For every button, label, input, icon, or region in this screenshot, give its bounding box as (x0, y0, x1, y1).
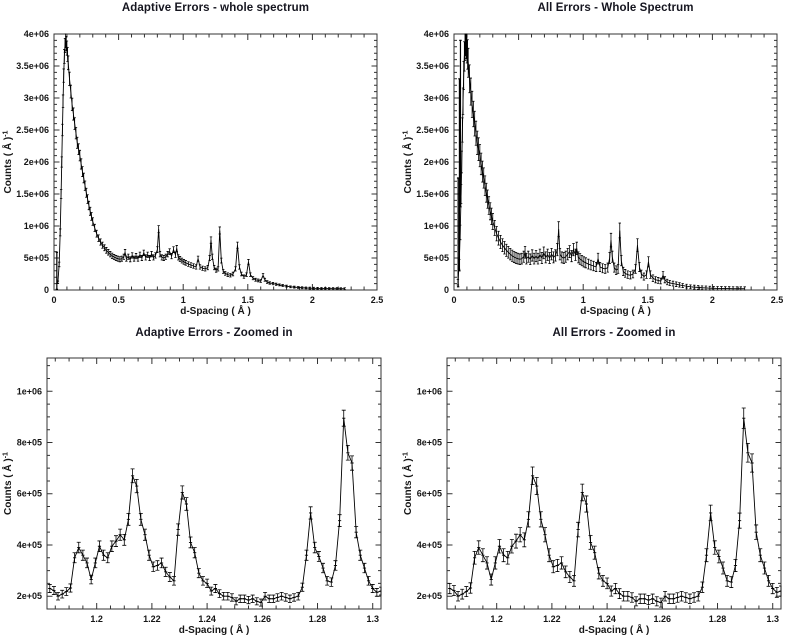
svg-text:1.5: 1.5 (642, 295, 655, 305)
svg-text:2.5e+06: 2.5e+06 (416, 125, 449, 135)
chart-canvas-all-whole: 0 0.5 1 1.5 2 2.5 0 5e+05 1e+06 1.5e+06 2e+06 2.5e+… (401, 29, 784, 317)
svg-text:d-Spacing ( Å ): d-Spacing ( Å ) (580, 304, 651, 317)
svg-text:1e+06: 1e+06 (424, 221, 449, 231)
svg-text:3.5e+06: 3.5e+06 (16, 61, 49, 71)
svg-text:1.28: 1.28 (709, 614, 727, 624)
svg-text:0.5: 0.5 (512, 295, 525, 305)
svg-text:2.5: 2.5 (371, 295, 384, 305)
panel-adaptive-zoomed: Adaptive Errors - Zoomed in 1.2 1.22 1.24 1… (0, 321, 400, 643)
panel-adaptive-whole-spectrum: Adaptive Errors - whole spectrum 0 0.5 1 1.… (0, 0, 400, 321)
svg-text:5e+05: 5e+05 (24, 253, 49, 263)
svg-text:1.2: 1.2 (490, 614, 503, 624)
svg-text:1e+06: 1e+06 (417, 386, 442, 396)
svg-text:Counts ( Å )-1: Counts ( Å )-1 (401, 130, 414, 193)
svg-text:1.3: 1.3 (366, 614, 379, 624)
svg-text:1.22: 1.22 (143, 614, 161, 624)
svg-text:8e+05: 8e+05 (17, 438, 42, 448)
svg-text:0: 0 (44, 285, 49, 295)
svg-text:4e+05: 4e+05 (17, 540, 42, 550)
svg-text:8e+05: 8e+05 (417, 438, 442, 448)
svg-text:1.24: 1.24 (598, 614, 616, 624)
svg-text:2.5e+06: 2.5e+06 (16, 125, 49, 135)
svg-text:d-Spacing ( Å ): d-Spacing ( Å ) (579, 623, 650, 636)
svg-text:1.26: 1.26 (654, 614, 672, 624)
svg-text:1.5: 1.5 (242, 295, 255, 305)
panel-all-whole-spectrum: All Errors - Whole Spectrum 0 0.5 1 1.5 2 2.5… (400, 0, 800, 321)
chart-canvas-all-zoomed: 1.2 1.22 1.24 1.26 1.28 1.3 2e+05 4e+05 6e+05 8e+… (401, 357, 782, 636)
chart-title-adaptive-whole: Adaptive Errors - whole spectrum (121, 2, 310, 14)
svg-text:1e+06: 1e+06 (17, 386, 42, 396)
svg-text:5e+05: 5e+05 (424, 253, 449, 263)
svg-text:1.2: 1.2 (90, 614, 103, 624)
svg-text:2e+05: 2e+05 (17, 591, 42, 601)
chart-title-adaptive-zoomed: Adaptive Errors - Zoomed in (135, 327, 293, 339)
svg-text:0: 0 (444, 285, 449, 295)
svg-text:0: 0 (451, 295, 456, 305)
chart-canvas-adaptive-whole: 0 0.5 1 1.5 2 2.5 0 5e+05 1e+06 1.5e+06 2e+06 2.5e+… (1, 29, 384, 317)
svg-text:1.28: 1.28 (309, 614, 327, 624)
svg-text:4e+06: 4e+06 (424, 29, 449, 39)
svg-text:6e+05: 6e+05 (17, 489, 42, 499)
svg-text:2.5: 2.5 (771, 295, 784, 305)
svg-text:1.5e+06: 1.5e+06 (16, 189, 49, 199)
svg-text:3e+06: 3e+06 (24, 93, 49, 103)
svg-text:2e+06: 2e+06 (424, 157, 449, 167)
svg-text:2: 2 (710, 295, 715, 305)
svg-text:2: 2 (310, 295, 315, 305)
svg-text:d-Spacing ( Å ): d-Spacing ( Å ) (180, 304, 251, 317)
chart-title-all-whole: All Errors - Whole Spectrum (537, 2, 694, 14)
svg-text:1.22: 1.22 (543, 614, 561, 624)
svg-text:6e+05: 6e+05 (417, 489, 442, 499)
svg-text:Counts ( Å )-1: Counts ( Å )-1 (1, 130, 14, 193)
svg-text:1.24: 1.24 (198, 614, 216, 624)
svg-text:1.3: 1.3 (766, 614, 779, 624)
svg-text:0.5: 0.5 (112, 295, 125, 305)
panel-all-zoomed: All Errors - Zoomed in 1.2 1.22 1.24 1.26 1.… (400, 321, 800, 643)
svg-text:1.26: 1.26 (254, 614, 272, 624)
svg-text:4e+06: 4e+06 (24, 29, 49, 39)
svg-text:4e+05: 4e+05 (417, 540, 442, 550)
svg-text:d-Spacing ( Å ): d-Spacing ( Å ) (179, 623, 250, 636)
svg-text:3.5e+06: 3.5e+06 (416, 61, 449, 71)
svg-text:1: 1 (181, 295, 186, 305)
chart-canvas-adaptive-zoomed: 1.2 1.22 1.24 1.26 1.28 1.3 2e+05 4e+05 6e+05 8e+… (1, 357, 382, 636)
svg-text:1: 1 (581, 295, 586, 305)
svg-text:2e+06: 2e+06 (24, 157, 49, 167)
svg-text:Counts ( Å )-1: Counts ( Å )-1 (401, 452, 414, 515)
svg-text:1e+06: 1e+06 (24, 221, 49, 231)
chart-title-all-zoomed: All Errors - Zoomed in (552, 327, 676, 339)
svg-text:3e+06: 3e+06 (424, 93, 449, 103)
svg-text:1.5e+06: 1.5e+06 (416, 189, 449, 199)
svg-text:Counts ( Å )-1: Counts ( Å )-1 (1, 452, 14, 515)
svg-text:2e+05: 2e+05 (417, 591, 442, 601)
svg-text:0: 0 (51, 295, 56, 305)
